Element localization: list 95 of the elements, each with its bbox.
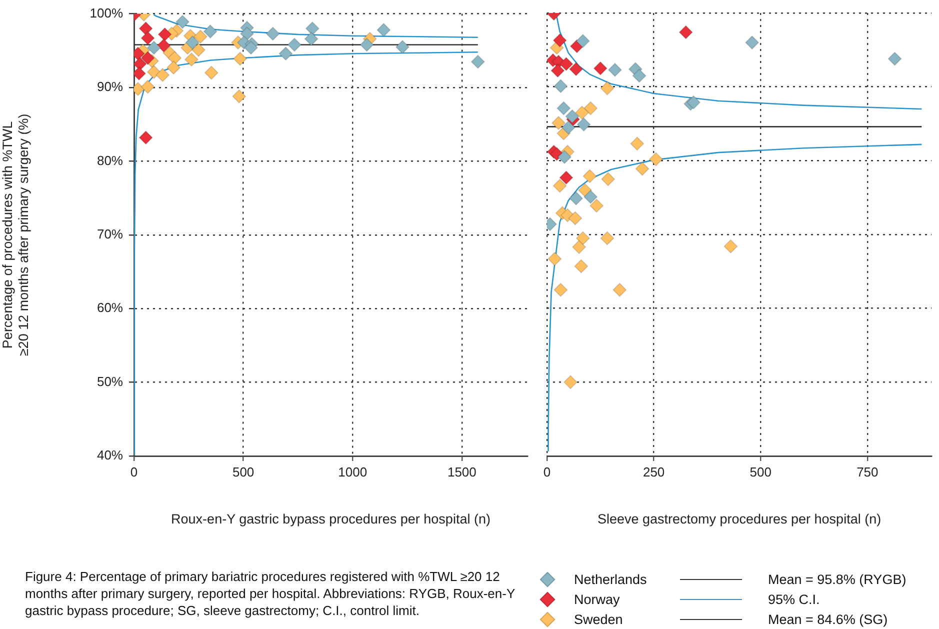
point (191, 42, 206, 57)
x-axis-title: Roux-en-Y gastric bypass procedures per hospital (n) (171, 512, 490, 527)
point (576, 231, 590, 246)
legend-label: Sweden (574, 612, 623, 627)
point (158, 27, 172, 42)
x-tick-label: 0 (543, 464, 551, 480)
point (184, 52, 198, 66)
point (552, 116, 566, 130)
x-tick-label: 250 (642, 464, 665, 480)
point (612, 282, 627, 297)
y-tick-label: 70% (96, 226, 124, 242)
legend-label: Netherlands (574, 572, 647, 587)
point (360, 38, 374, 52)
caption: Figure 4: Percentage of primary bariatric procedures registered with %TWL ≥20 12 months after primary surgery, reported per hospital. Abbreviations: RYGB, Roux-en-Y gastric bypass procedure; SG, sleeve gastrectomy; C.I., control limit. (25, 568, 516, 619)
point (548, 252, 562, 266)
point (287, 38, 302, 52)
point (888, 52, 902, 66)
point (138, 130, 153, 145)
point (561, 120, 576, 134)
y-tick-label: 60% (96, 300, 124, 316)
point (134, 56, 147, 71)
point (601, 172, 616, 186)
x-tick-label: 750 (856, 464, 878, 480)
x-tick-label: 500 (232, 464, 254, 480)
point (146, 40, 161, 55)
point (745, 36, 760, 50)
point (185, 36, 200, 50)
x-tick-label: 1500 (447, 464, 476, 480)
x-tick-label: 500 (750, 464, 772, 480)
point (278, 46, 293, 61)
point (233, 52, 248, 66)
point (576, 34, 590, 48)
point (593, 61, 608, 76)
point (590, 198, 604, 213)
point (554, 282, 568, 297)
legend-label: Norway (574, 592, 620, 607)
point (266, 26, 280, 41)
text: Mean = 84.6% (SG) (768, 612, 888, 627)
point (582, 169, 597, 184)
point (563, 375, 578, 390)
point (632, 68, 646, 83)
point (305, 22, 320, 36)
point (554, 79, 568, 94)
point (140, 51, 155, 66)
point (176, 14, 190, 29)
point (635, 162, 650, 176)
legend-label: Mean = 95.8% (RYGB) (768, 572, 906, 587)
point (574, 259, 588, 274)
point (724, 239, 738, 254)
x-tick-label: 0 (130, 464, 138, 480)
y-tick-label: 90% (96, 79, 124, 94)
point (304, 32, 318, 46)
point (572, 240, 586, 254)
x-axis-title: Sleeve gastrectomy procedures per hospital (n) (597, 512, 882, 527)
point (552, 33, 567, 48)
point (575, 106, 590, 120)
point (156, 68, 170, 82)
point (204, 66, 218, 80)
point (565, 109, 580, 124)
point (600, 231, 614, 246)
point (569, 191, 584, 206)
point (630, 136, 644, 151)
point (600, 81, 614, 96)
point (559, 56, 574, 71)
point (569, 62, 584, 76)
point (193, 30, 208, 44)
point (552, 178, 567, 193)
legend-label: 95% C.I. (768, 592, 820, 607)
point (470, 54, 485, 69)
point (140, 80, 155, 94)
point (559, 170, 574, 185)
y-tick-label: 40% (96, 448, 124, 463)
point (568, 211, 582, 226)
point (584, 190, 598, 204)
x-tick-label: 1000 (338, 464, 368, 480)
point (244, 40, 258, 55)
point (166, 60, 181, 75)
point (584, 101, 598, 116)
point (395, 40, 410, 54)
point (686, 95, 701, 110)
point (232, 89, 246, 104)
y-axis-title: Percentage of procedures with %TWL ≥20 12 months after primary surgery (%) (0, 114, 32, 356)
point (556, 101, 571, 116)
y-tick-label: 100% (90, 5, 124, 20)
point (203, 24, 218, 38)
point (140, 31, 155, 46)
point (608, 62, 622, 77)
y-tick-label: 80% (96, 152, 124, 168)
y-tick-label: 50% (96, 374, 124, 389)
point (648, 152, 663, 166)
point (376, 23, 391, 38)
point (678, 25, 693, 40)
point (576, 117, 591, 132)
point (558, 150, 572, 164)
point (550, 64, 565, 78)
